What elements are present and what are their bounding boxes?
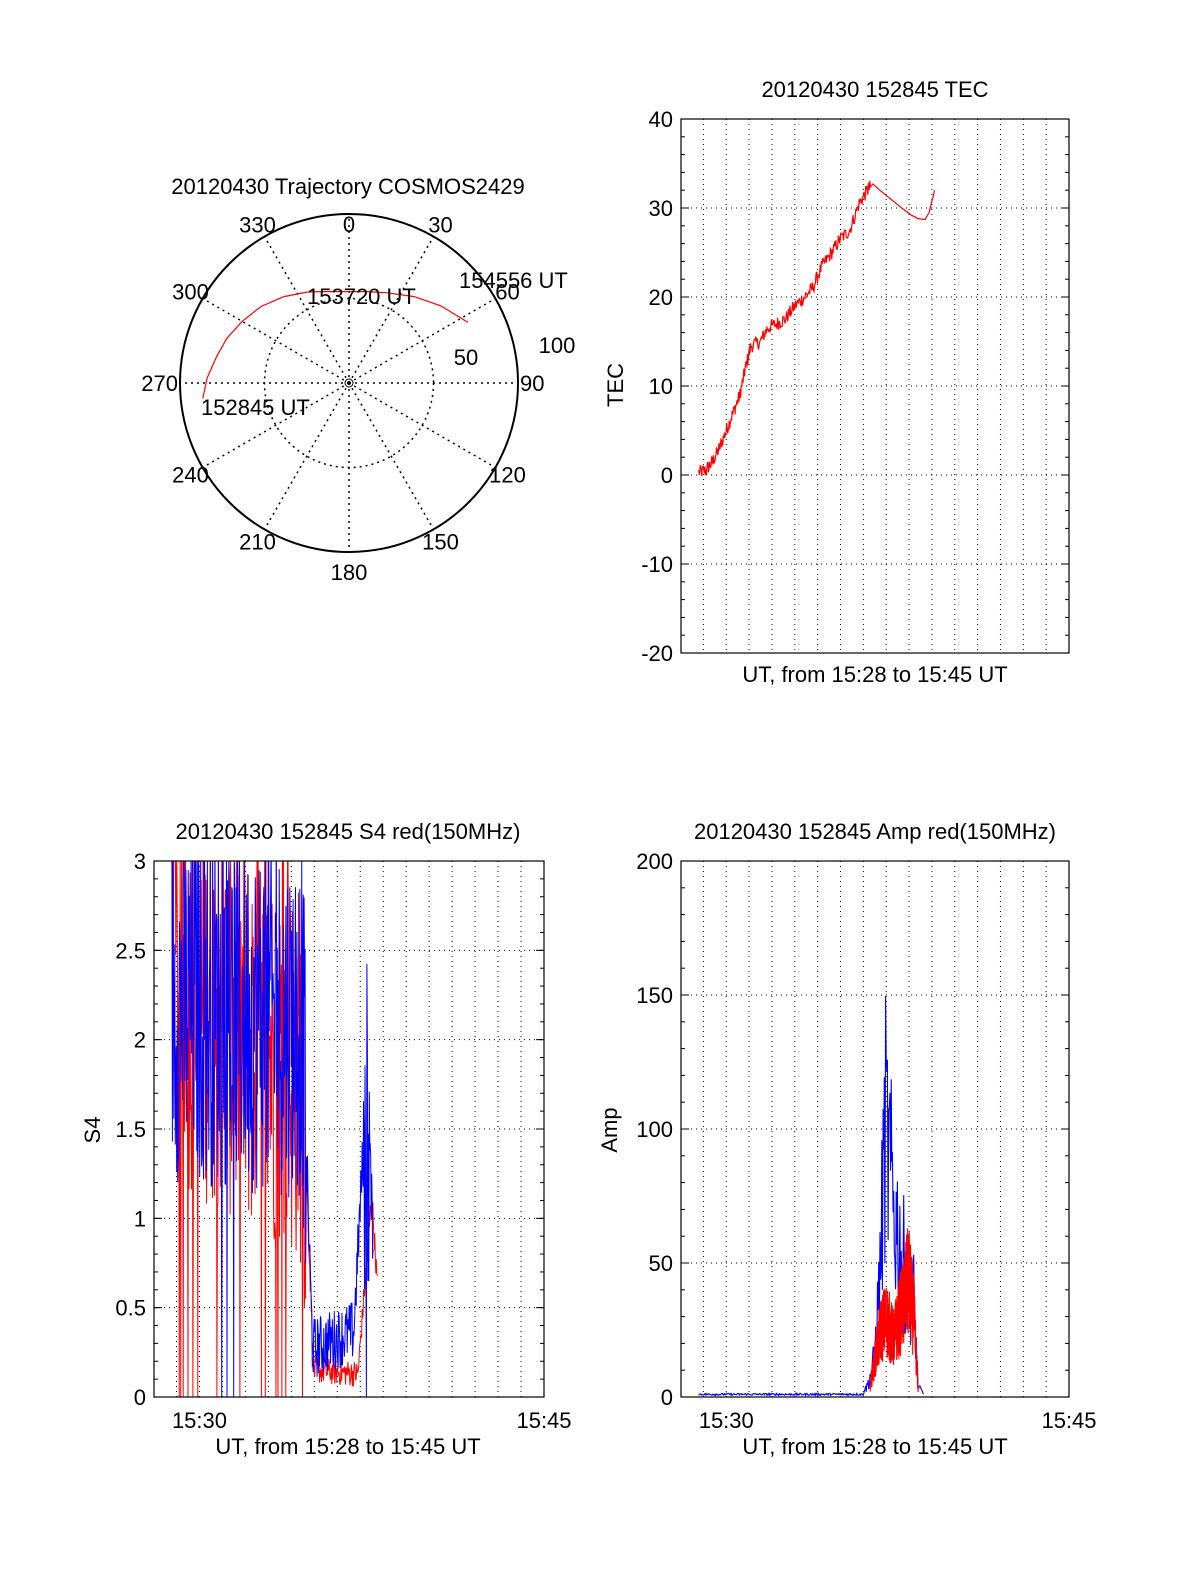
- y-tick-label: 50: [649, 1251, 673, 1276]
- polar-spoke: [348, 382, 435, 530]
- y-tick-label: 200: [636, 849, 673, 874]
- y-tick-label: -10: [641, 552, 673, 577]
- s4-blue-line: [171, 861, 374, 1397]
- y-tick-label: 0: [134, 1385, 146, 1410]
- polar-spoke: [348, 297, 496, 384]
- s4-axes: 0 0.5 1 1.5 2 2.5 3 15:30 15:45: [115, 849, 571, 1433]
- s4-xlabel: UT, from 15:28 to 15:45 UT: [215, 1434, 480, 1459]
- tec-title: 20120430 152845 TEC: [761, 77, 988, 102]
- amp-chart: 20120430 152845 Amp red(150MHz) 0 50 100 15…: [597, 819, 1097, 1459]
- s4-series-clip-group: [171, 861, 378, 1397]
- s4-red-line: [171, 861, 378, 1397]
- s4-chart: 20120430 152845 S4 red(150MHz) 0 0.5 1 1.5 2…: [80, 819, 572, 1459]
- polar-radius-label: 100: [539, 333, 576, 358]
- polar-angle-label: 180: [331, 560, 368, 585]
- polar-radius-label: 50: [454, 345, 478, 370]
- polar-angle-label: 240: [172, 463, 209, 488]
- polar-spoke: [263, 236, 350, 384]
- tec-axes: -20 -10 0 10 20 30 40: [641, 107, 1070, 666]
- y-tick-label: -20: [641, 641, 673, 666]
- y-tick-label: 2: [134, 1028, 146, 1053]
- polar-time-annotation: 154556 UT: [459, 268, 568, 293]
- polar-angle-label: 150: [422, 529, 459, 554]
- tec-chart: 20120430 152845 TEC -20 -10 0 10 20 30 40 UT, …: [603, 77, 1070, 687]
- s4-series: [171, 861, 378, 1397]
- polar-spoke: [348, 382, 496, 469]
- tec-ylabel: TEC: [603, 363, 628, 407]
- amp-blue-line: [698, 995, 924, 1397]
- x-tick-label: 15:30: [172, 1408, 227, 1433]
- y-tick-label: 3: [134, 849, 146, 874]
- polar-spoke: [202, 382, 350, 469]
- amp-axes: 0 50 100 150 200 15:30 15:45: [636, 849, 1096, 1433]
- plot-frame: [680, 118, 1070, 654]
- polar-center-mark: [344, 378, 354, 388]
- y-tick-label: 2.5: [115, 938, 146, 963]
- x-tick-label: 15:45: [516, 1408, 571, 1433]
- polar-time-annotation: 153720 UT: [307, 284, 416, 309]
- plot-frame: [680, 860, 1070, 1398]
- polar-time-annotation: 152845 UT: [201, 395, 310, 420]
- polar-labels: 0 30 60 90 120 150 180 210 240 270 300 330 50 100 1545…: [141, 212, 575, 585]
- polar-angle-label: 90: [520, 371, 544, 396]
- y-tick-label: 10: [649, 374, 673, 399]
- x-tick-label: 15:45: [1041, 1408, 1096, 1433]
- polar-angle-label: 120: [489, 463, 526, 488]
- polar-angle-label: 300: [172, 280, 209, 305]
- plot-frame: [153, 860, 545, 1398]
- tec-grid: [681, 119, 1069, 653]
- y-tick-label: 150: [636, 983, 673, 1008]
- polar-spoke: [348, 236, 435, 384]
- polar-spoke: [263, 382, 350, 530]
- polar-title: 20120430 Trajectory COSMOS2429: [171, 174, 524, 199]
- polar-spoke: [202, 297, 350, 384]
- s4-ylabel: S4: [80, 1117, 105, 1144]
- amp-red-line: [869, 1228, 919, 1393]
- y-tick-label: 1: [134, 1206, 146, 1231]
- tec-line: [698, 180, 936, 477]
- polar-angle-label: 210: [239, 529, 276, 554]
- tec-series: [698, 180, 936, 477]
- y-tick-label: 100: [636, 1117, 673, 1142]
- polar-trajectory-line: [202, 290, 469, 399]
- y-tick-label: 30: [649, 196, 673, 221]
- y-tick-label: 1.5: [115, 1117, 146, 1142]
- x-tick-label: 15:30: [699, 1408, 754, 1433]
- tec-xlabel: UT, from 15:28 to 15:45 UT: [742, 662, 1007, 687]
- y-tick-label: 0.5: [115, 1296, 146, 1321]
- amp-series: [698, 995, 924, 1397]
- s4-title: 20120430 152845 S4 red(150MHz): [176, 819, 521, 844]
- amp-ylabel: Amp: [597, 1107, 622, 1152]
- y-tick-label: 40: [649, 107, 673, 132]
- y-tick-label: 0: [661, 1385, 673, 1410]
- y-tick-label: 0: [661, 463, 673, 488]
- polar-angle-label: 330: [239, 213, 276, 238]
- y-tick-label: 20: [649, 285, 673, 310]
- polar-series: [202, 290, 469, 399]
- polar-angle-label: 0: [343, 212, 355, 237]
- polar-angle-label: 270: [141, 371, 178, 396]
- amp-xlabel: UT, from 15:28 to 15:45 UT: [742, 1434, 1007, 1459]
- polar-angle-label: 60: [495, 280, 519, 305]
- polar-grid: [179, 213, 519, 553]
- amp-title: 20120430 152845 Amp red(150MHz): [694, 819, 1056, 844]
- polar-trajectory-chart: 20120430 Trajectory COSMOS2429 0 30 60 90 12…: [141, 174, 575, 585]
- polar-angle-label: 30: [428, 213, 452, 238]
